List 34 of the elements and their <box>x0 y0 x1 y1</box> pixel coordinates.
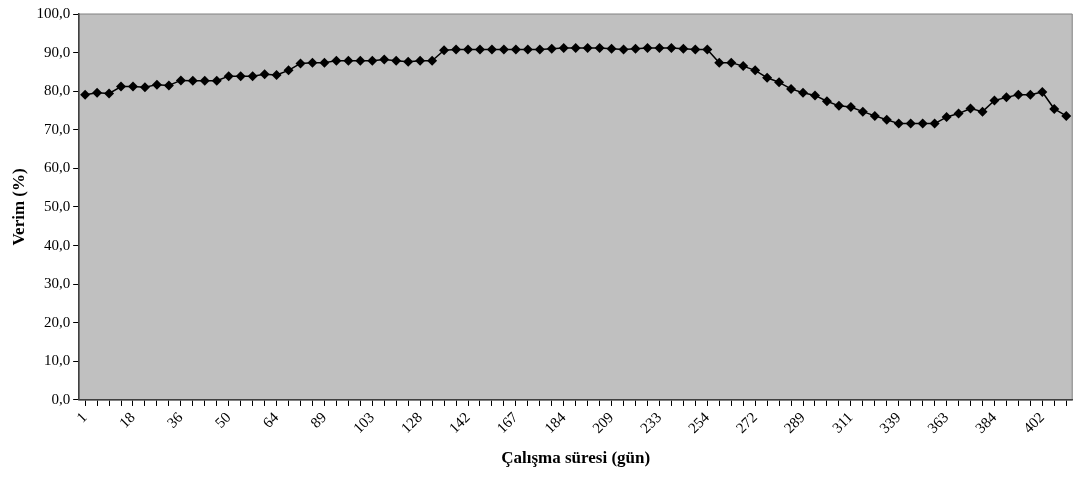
y-tick-label: 30,0 <box>43 275 71 292</box>
x-tick-label: 384 <box>972 408 1000 437</box>
y-axis-title: Verim (%) <box>8 168 28 246</box>
x-tick-label: 233 <box>637 408 665 437</box>
y-tick-label: 40,0 <box>43 236 71 253</box>
x-tick-label: 128 <box>397 408 426 437</box>
x-tick-label: 311 <box>828 408 856 436</box>
y-tick-label: 50,0 <box>43 197 71 214</box>
x-tick-label: 184 <box>541 408 569 437</box>
x-tick-label: 209 <box>589 408 617 437</box>
x-tick-label: 339 <box>876 408 904 437</box>
x-tick-label: 272 <box>732 408 761 437</box>
x-tick-label: 103 <box>349 408 378 437</box>
x-tick-label: 64 <box>259 408 282 431</box>
y-tick-label: 80,0 <box>43 82 71 99</box>
y-tick-label: 60,0 <box>43 159 71 176</box>
x-tick-label: 167 <box>493 408 522 437</box>
x-tick-label: 1 <box>73 408 91 426</box>
x-tick-label: 36 <box>163 408 187 431</box>
x-axis-title: Çalışma süresi (gün) <box>501 448 651 468</box>
x-tick-label: 50 <box>211 408 234 431</box>
x-tick-label: 254 <box>684 408 713 437</box>
x-tick-label: 363 <box>924 408 952 437</box>
x-tick-label: 18 <box>115 408 138 431</box>
x-tick-label: 142 <box>445 408 473 437</box>
y-tick-label: 0,0 <box>51 390 71 407</box>
x-tick-label: 89 <box>307 408 330 431</box>
x-tick-label: 402 <box>1019 408 1048 437</box>
x-tick-label: 289 <box>780 408 808 437</box>
y-tick-label: 20,0 <box>43 313 71 330</box>
y-tick-label: 90,0 <box>43 43 71 60</box>
y-tick-label: 70,0 <box>43 120 71 137</box>
y-tick-label: 10,0 <box>43 352 71 369</box>
y-tick-label: 100,0 <box>36 4 71 21</box>
